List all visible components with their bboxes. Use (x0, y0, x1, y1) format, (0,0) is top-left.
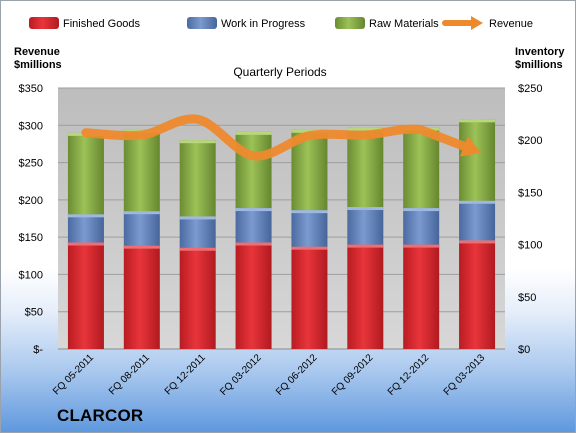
legend-swatch (187, 17, 217, 29)
left-tick-label: $150 (19, 232, 43, 244)
bar-raw-materials (347, 127, 384, 208)
bar-finished-goods (347, 244, 384, 349)
bar-raw-materials (179, 140, 216, 217)
bar-top-highlight (459, 200, 496, 204)
right-tick-label: $200 (518, 135, 542, 147)
right-tick-label: $0 (518, 344, 530, 356)
bar-finished-goods (67, 242, 104, 349)
bar-finished-goods (235, 242, 272, 349)
revenue-line (81, 114, 481, 161)
bar-top-highlight (179, 247, 216, 251)
bar-work-in-progress (179, 216, 216, 248)
bar-finished-goods (179, 247, 216, 349)
legend-label: Finished Goods (63, 18, 141, 30)
bar-raw-materials (123, 129, 160, 212)
bar-finished-goods (291, 246, 328, 349)
bar-top-highlight (347, 127, 384, 131)
bar-top-highlight (347, 244, 384, 248)
left-tick-label: $50 (25, 307, 43, 319)
left-tick-label: $250 (19, 158, 43, 170)
bar-finished-goods (403, 244, 440, 349)
left-tick-label: $100 (19, 269, 43, 281)
bar-finished-goods (123, 245, 160, 349)
bar-top-highlight (459, 240, 496, 244)
left-axis-ticks: $- $50 $100 $150 $200 $250 $300 $350 (19, 83, 44, 356)
bar-work-in-progress (403, 208, 440, 245)
left-axis-title-line2: $millions (14, 59, 62, 71)
legend-label: Raw Materials (369, 18, 439, 30)
bar-top-highlight (347, 207, 384, 211)
bar-top-highlight (291, 210, 328, 214)
bar-top-highlight (123, 211, 160, 215)
bar-top-highlight (67, 214, 104, 218)
right-axis-title: Inventory $millions (515, 46, 565, 72)
right-tick-label: $50 (518, 292, 536, 304)
bar-work-in-progress (459, 200, 496, 241)
legend-label: Work in Progress (221, 18, 306, 30)
right-axis-title-line1: Inventory (515, 46, 565, 58)
right-tick-label: $100 (518, 240, 542, 252)
bar-top-highlight (291, 246, 328, 250)
x-tick-label: FQ 09-2012 (330, 352, 376, 398)
bar-raw-materials (403, 127, 440, 209)
bar-top-highlight (235, 208, 272, 212)
bar-work-in-progress (123, 211, 160, 246)
chart-title: Quarterly Periods (233, 65, 326, 79)
left-tick-label: $- (33, 344, 43, 356)
left-tick-label: $300 (19, 120, 43, 132)
x-tick-label: FQ 12-2012 (386, 352, 432, 398)
chart-legend: Finished Goods Work in Progress Raw Materi… (29, 16, 533, 30)
x-axis-labels: FQ 05-2011 FQ 08-2011 FQ 12-2011 FQ 03-2012… (51, 352, 487, 398)
x-tick-label: FQ 08-2011 (107, 352, 152, 397)
bar-work-in-progress (235, 208, 272, 243)
bar-raw-materials (67, 132, 104, 215)
left-axis-title: Revenue $millions (14, 46, 62, 72)
bar-top-highlight (403, 244, 440, 248)
bar-work-in-progress (347, 207, 384, 245)
right-axis-title-line2: $millions (515, 59, 563, 71)
x-tick-label: FQ 03-2013 (442, 352, 488, 398)
legend-swatch (335, 17, 365, 29)
bar-top-highlight (179, 140, 216, 144)
legend-swatch (29, 17, 59, 29)
left-tick-label: $200 (19, 195, 43, 207)
x-tick-label: FQ 06-2012 (274, 352, 320, 398)
bar-top-highlight (235, 242, 272, 246)
x-tick-label: FQ 03-2012 (218, 352, 264, 398)
bar-work-in-progress (291, 210, 328, 247)
revenue-line-path (81, 114, 469, 161)
bar-raw-materials (235, 131, 272, 209)
legend-arrow (471, 16, 483, 30)
right-axis-ticks: $0 $50 $100 $150 $200 $250 (518, 83, 542, 356)
left-tick-label: $350 (19, 83, 43, 95)
bar-top-highlight (123, 245, 160, 249)
right-tick-label: $250 (518, 83, 542, 95)
bar-top-highlight (67, 242, 104, 246)
left-axis-title-line1: Revenue (14, 46, 60, 58)
bar-top-highlight (403, 208, 440, 212)
x-tick-label: FQ 05-2011 (51, 352, 96, 397)
bar-segments (67, 119, 496, 349)
x-tick-label: FQ 12-2011 (163, 352, 208, 397)
legend-label: Revenue (489, 18, 533, 30)
bar-raw-materials (459, 119, 496, 201)
bar-top-highlight (235, 131, 272, 135)
bar-top-highlight (179, 216, 216, 220)
bar-top-highlight (459, 119, 496, 123)
revenue-line-arrowhead (460, 136, 481, 157)
company-name: CLARCOR (57, 406, 144, 425)
bar-work-in-progress (67, 214, 104, 243)
right-tick-label: $150 (518, 187, 542, 199)
bar-finished-goods (459, 240, 496, 349)
